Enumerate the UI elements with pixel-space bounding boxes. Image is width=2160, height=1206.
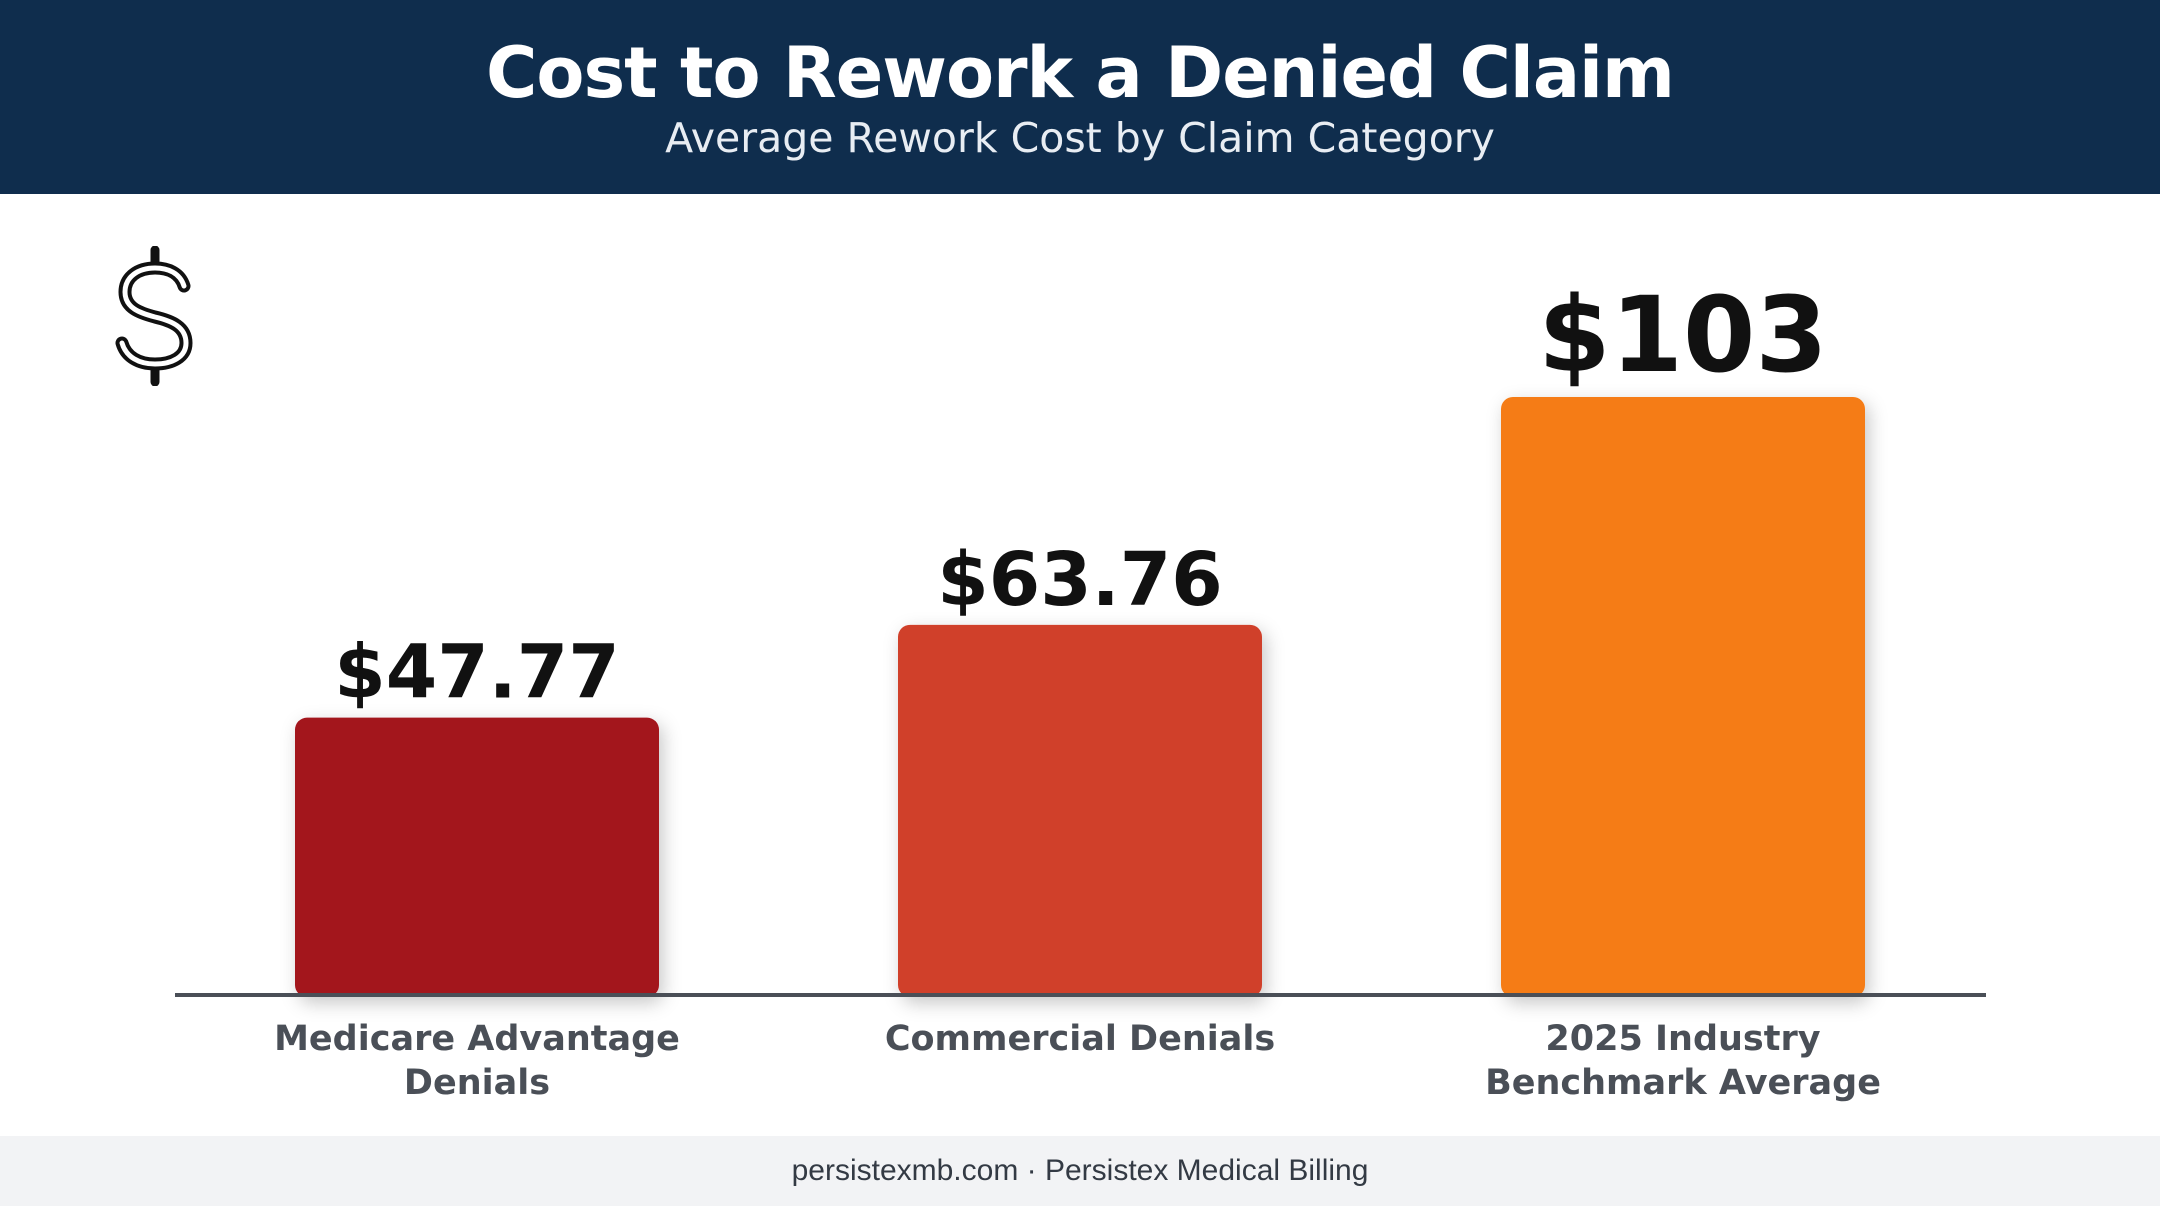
bars-layer — [295, 397, 1865, 997]
data-label-2: $63.76 — [937, 537, 1223, 623]
bar-1 — [295, 717, 659, 997]
category-label-1-line-2: Denials — [404, 1063, 550, 1103]
category-label-3-line-2: Benchmark Average — [1485, 1063, 1881, 1103]
dollar-sign-icon — [115, 246, 193, 386]
chart-subtitle: Average Rework Cost by Claim Category — [665, 114, 1495, 162]
header-banner: Cost to Rework a Denied Claim Average Re… — [0, 0, 2160, 194]
data-label-3: $103 — [1538, 274, 1827, 396]
category-label-2-line-1: Commercial Denials — [885, 1019, 1275, 1059]
category-label-1-line-1: Medicare Advantage — [274, 1019, 680, 1059]
footer-bar: persistexmb.com · Persistex Medical Bill… — [0, 1136, 2160, 1206]
bar-3 — [1501, 397, 1865, 997]
chart-title: Cost to Rework a Denied Claim — [486, 32, 1675, 114]
category-label-3-line-1: 2025 Industry — [1545, 1019, 1820, 1059]
data-label-1: $47.77 — [334, 630, 620, 716]
bar-2 — [898, 624, 1262, 997]
footer-text: persistexmb.com · Persistex Medical Bill… — [791, 1154, 1369, 1187]
